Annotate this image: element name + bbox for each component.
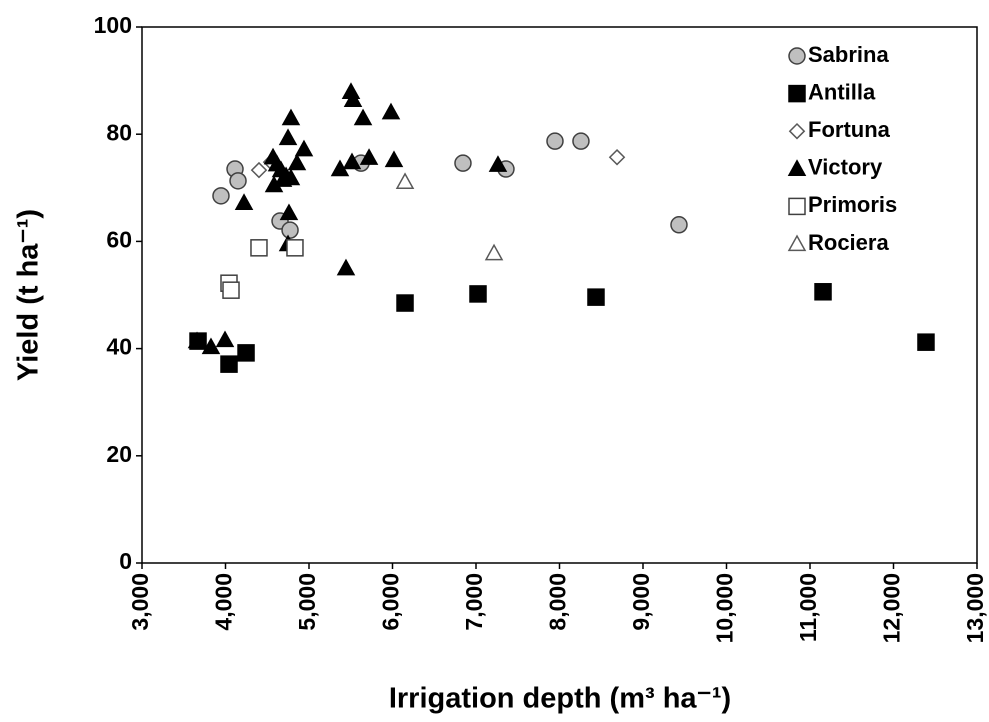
y-tick-label: 60: [106, 226, 132, 252]
legend-marker: [788, 84, 806, 103]
x-axis-title: Irrigation depth (m³ ha⁻¹): [389, 683, 731, 715]
x-tick-label: 12,000: [879, 573, 905, 643]
point: [212, 187, 230, 205]
point: [287, 153, 307, 171]
point: [336, 258, 356, 276]
legend-label: Antilla: [808, 79, 876, 104]
point: [396, 294, 414, 312]
point: [279, 203, 299, 221]
point: [281, 168, 301, 186]
y-tick-label: 40: [106, 334, 132, 360]
point: [234, 193, 254, 210]
point: [278, 128, 298, 146]
y-axis-title: Yield (t ha⁻¹): [13, 209, 45, 381]
point: [359, 148, 379, 165]
x-tick-label: 11,000: [795, 573, 821, 642]
legend-marker: [788, 47, 806, 65]
point: [546, 132, 564, 150]
y-tick-label: 20: [106, 441, 132, 467]
point: [381, 102, 401, 120]
point: [237, 344, 255, 362]
point: [469, 285, 487, 303]
point: [670, 216, 688, 234]
point: [384, 150, 404, 168]
y-tick-label: 100: [94, 12, 132, 38]
x-tick-label: 9,000: [628, 573, 654, 631]
x-tick-label: 6,000: [378, 573, 404, 631]
x-tick-label: 13,000: [962, 573, 988, 643]
point: [353, 108, 373, 126]
x-tick-label: 7,000: [461, 573, 487, 631]
x-tick-label: 10,000: [712, 573, 738, 643]
point: [220, 355, 238, 373]
point: [454, 154, 472, 172]
x-tick-label: 3,000: [127, 573, 153, 631]
x-tick-label: 8,000: [545, 573, 571, 631]
point: [229, 172, 247, 190]
legend-label: Fortuna: [808, 117, 891, 142]
point: [572, 132, 590, 150]
legend-marker: [787, 159, 807, 176]
x-tick-label: 5,000: [294, 573, 320, 631]
point: [587, 288, 605, 306]
legend-marker: [788, 122, 806, 140]
point: [488, 155, 508, 172]
point: [395, 172, 415, 190]
point: [215, 330, 235, 348]
point: [343, 90, 363, 108]
point: [201, 337, 221, 355]
point: [250, 239, 268, 257]
legend-marker: [787, 234, 807, 252]
y-tick-label: 80: [106, 119, 132, 145]
y-tick-label: 0: [119, 548, 132, 574]
point: [187, 331, 207, 349]
point: [294, 139, 314, 157]
legend-label: Victory: [808, 155, 883, 180]
point: [608, 148, 626, 166]
plot-frame: [141, 26, 978, 564]
legend-label: Sabrina: [808, 42, 889, 67]
point: [281, 221, 299, 239]
legend-marker: [788, 197, 806, 216]
point: [250, 161, 268, 179]
point: [917, 333, 935, 351]
point: [342, 152, 362, 170]
x-tick-label: 4,000: [211, 573, 237, 631]
legend-label: Primoris: [808, 192, 897, 217]
point: [814, 283, 832, 301]
point: [286, 239, 304, 257]
point: [484, 243, 504, 261]
point: [222, 281, 240, 299]
point: [281, 108, 301, 126]
legend-label: Rociera: [808, 230, 889, 255]
